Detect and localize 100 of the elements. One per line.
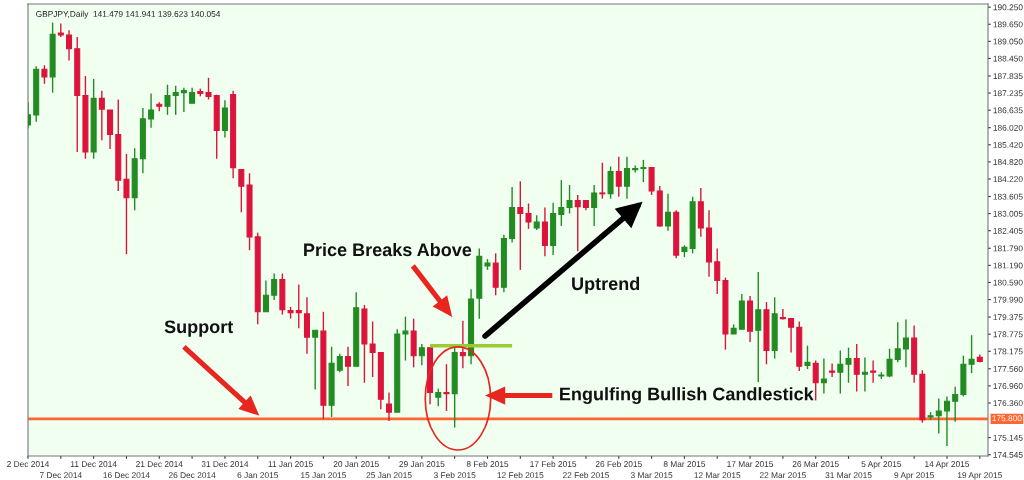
y-tick-label: 179.990 [993, 296, 1023, 303]
x-tick-label: 14 Apr 2015 [925, 461, 970, 469]
candlestick [968, 334, 975, 374]
candlestick [303, 296, 310, 355]
ref-line-label: 175.800 [992, 415, 1022, 422]
x-tick-label: 12 Feb 2015 [497, 471, 544, 479]
candlestick [295, 283, 302, 330]
candlestick [788, 317, 795, 354]
text: GBPJPY,Daily 141.479 141.941 139.623 140.054 [36, 10, 221, 19]
y-tick-label: 187.835 [993, 73, 1023, 80]
candlestick [845, 347, 852, 384]
x-tick-label: 5 Apr 2015 [861, 461, 902, 469]
candlestick [812, 359, 819, 402]
candlestick [820, 357, 827, 395]
candlestick [755, 271, 762, 383]
x-tick-label: 9 Apr 2015 [894, 472, 934, 480]
candlestick [566, 184, 573, 215]
candlestick [41, 64, 48, 85]
candlestick [558, 179, 565, 227]
candlestick [57, 22, 64, 38]
candlestick [640, 159, 647, 183]
y-tick-label: 184.220 [993, 176, 1023, 183]
y-tick-label: 184.820 [993, 159, 1023, 165]
candlestick [66, 29, 73, 62]
candlestick [418, 343, 425, 367]
candlestick [443, 363, 450, 412]
candlestick [935, 397, 942, 435]
candlestick [599, 162, 606, 200]
y-tick-label: 189.050 [993, 38, 1023, 45]
y-tick-label: 175.145 [993, 434, 1023, 441]
y-tick-label: 178.175 [993, 348, 1023, 355]
candlestick [459, 319, 466, 369]
x-tick-label: 29 Jan 2015 [399, 461, 445, 467]
x-tick-label: 8 Mar 2015 [663, 461, 706, 467]
y-tick-label: 176.360 [993, 400, 1023, 407]
x-tick-label: 3 Mar 2015 [630, 472, 673, 479]
candlestick [164, 83, 171, 116]
candlestick [172, 85, 179, 116]
annotation: Price Breaks Above [304, 242, 472, 257]
annotation: Uptrend [572, 276, 640, 294]
y-tick-label: 189.650 [993, 21, 1023, 28]
x-tick-label: 22 Mar 2015 [759, 472, 806, 479]
candlestick [221, 99, 228, 139]
candlestick [336, 352, 343, 373]
candlestick [870, 359, 877, 384]
candlestick [123, 153, 130, 255]
candlestick [148, 92, 155, 129]
x-tick-label: 26 Mar 2015 [792, 461, 839, 467]
y-tick-label: 185.420 [993, 141, 1023, 148]
x-tick-label: 22 Feb 2015 [562, 471, 609, 479]
y-tick-label: 183.005 [993, 210, 1023, 217]
y-tick-label: 186.020 [993, 124, 1023, 131]
candlestick [271, 272, 278, 301]
candlestick [369, 320, 376, 378]
y-tick-label: 187.235 [993, 90, 1023, 97]
x-tick-label: 2 Dec 2014 [7, 461, 50, 467]
candlestick [894, 321, 901, 363]
x-tick-label: 31 Dec 2014 [201, 461, 249, 467]
candlestick [615, 156, 622, 198]
y-tick-label: 190.250 [993, 4, 1023, 11]
y-tick-label: 174.545 [993, 452, 1023, 458]
candlestick [829, 362, 836, 378]
x-tick-label: 3 Feb 2015 [433, 471, 476, 479]
x-tick-label: 19 Apr 2015 [957, 472, 1002, 480]
x-tick-label: 26 Feb 2015 [595, 460, 642, 467]
candlestick [664, 193, 672, 232]
y-tick-label: 179.375 [993, 314, 1023, 321]
x-tick-label: 11 Dec 2014 [70, 461, 117, 467]
y-tick-label: 183.605 [993, 193, 1023, 200]
x-tick-label: 11 Jan 2015 [268, 461, 313, 467]
candlestick [591, 184, 598, 227]
y-tick-label: 186.635 [993, 107, 1023, 114]
candlestick [238, 168, 245, 214]
candlestick [714, 247, 721, 295]
y-tick-label: 178.775 [993, 331, 1023, 338]
candlestick [574, 194, 581, 253]
annotation: Support [164, 320, 234, 337]
y-tick-label: 181.190 [993, 262, 1023, 269]
x-tick-label: 25 Jan 2015 [366, 472, 412, 479]
x-tick-label: 8 Feb 2015 [466, 460, 509, 467]
candlestick [344, 346, 352, 387]
candlestick [861, 356, 868, 393]
candlestick [623, 156, 630, 200]
candlestick [262, 279, 269, 313]
annotation: Engulfing Bullish Candlestick [560, 387, 814, 405]
y-tick-label: 180.590 [993, 279, 1023, 286]
candlestick [541, 206, 548, 257]
x-tick-label: 12 Mar 2015 [694, 472, 741, 479]
candlestick [952, 386, 959, 423]
y-tick-label: 176.960 [993, 383, 1023, 389]
candlestick [804, 345, 811, 370]
x-tick-label: 6 Jan 2015 [237, 472, 279, 479]
candlestick [853, 343, 860, 393]
candlestick [886, 348, 893, 378]
x-tick-label: 16 Dec 2014 [103, 472, 150, 479]
x-tick-label: 15 Jan 2015 [301, 472, 346, 479]
x-tick-label: 17 Feb 2015 [530, 460, 577, 467]
candlestick [525, 202, 532, 230]
x-tick-label: 20 Jan 2015 [333, 461, 379, 467]
candlestick [837, 349, 844, 395]
